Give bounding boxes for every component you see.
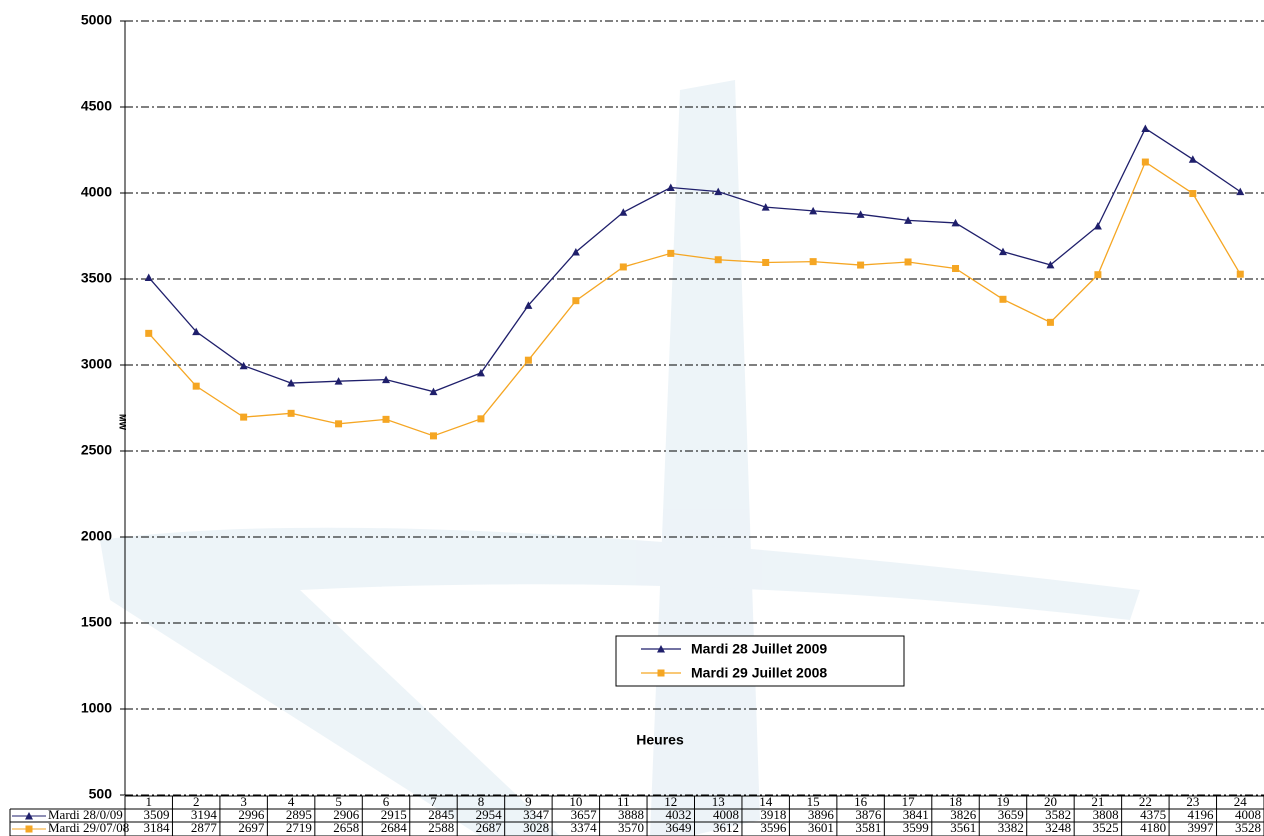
point — [525, 357, 532, 364]
data-label: 3581 — [855, 820, 881, 835]
data-label: 2658 — [333, 820, 359, 835]
data-label: 3612 — [713, 820, 739, 835]
y-tick-label: 4000 — [81, 184, 112, 200]
point — [999, 248, 1007, 256]
legend-marker — [658, 670, 665, 677]
point — [715, 256, 722, 263]
point — [335, 420, 342, 427]
y-tick-label: 500 — [89, 786, 113, 802]
point — [1237, 271, 1244, 278]
point — [145, 273, 153, 281]
point — [999, 296, 1006, 303]
point — [762, 259, 769, 266]
point — [477, 415, 484, 422]
point — [1189, 190, 1196, 197]
data-label: 2877 — [191, 820, 218, 835]
point — [620, 263, 627, 270]
point — [1094, 271, 1101, 278]
data-label: 3374 — [571, 820, 598, 835]
point — [145, 330, 152, 337]
point — [1047, 319, 1054, 326]
data-label: 3525 — [1093, 820, 1119, 835]
data-label: 3570 — [618, 820, 644, 835]
data-label: 3528 — [1235, 820, 1261, 835]
point — [240, 414, 247, 421]
data-label: 2719 — [286, 820, 312, 835]
data-label: 3382 — [998, 820, 1024, 835]
point — [383, 416, 390, 423]
data-label: 3248 — [1045, 820, 1071, 835]
point — [572, 297, 579, 304]
table-legend-marker — [26, 826, 33, 833]
point — [288, 410, 295, 417]
y-axis-title: MW — [118, 414, 128, 430]
point — [619, 208, 627, 216]
y-tick-label: 4500 — [81, 98, 112, 114]
point — [1094, 222, 1102, 230]
data-label: 3561 — [950, 820, 976, 835]
y-tick-label: 3500 — [81, 270, 112, 286]
point — [667, 250, 674, 257]
data-label: 3601 — [808, 820, 834, 835]
point — [1236, 188, 1244, 196]
data-label: 4180 — [1140, 820, 1166, 835]
data-label: 3028 — [523, 820, 549, 835]
data-label: 2684 — [381, 820, 408, 835]
data-label: 2697 — [238, 820, 265, 835]
y-tick-label: 2000 — [81, 528, 112, 544]
point — [810, 258, 817, 265]
x-axis-title: Heures — [636, 732, 684, 748]
chart: Heures MW 500 1000 1500 2000 2500 3000 3500 400… — [0, 0, 1264, 836]
point — [952, 265, 959, 272]
y-tick-label: 1500 — [81, 614, 112, 630]
legend-label: Mardi 29 Juillet 2008 — [691, 665, 827, 681]
data-label: 3599 — [903, 820, 929, 835]
y-tick-label: 2500 — [81, 442, 112, 458]
point — [1142, 159, 1149, 166]
point — [193, 383, 200, 390]
data-label: 3184 — [143, 820, 170, 835]
point — [430, 432, 437, 439]
legend-label: Mardi 28 Juillet 2009 — [691, 641, 827, 657]
data-label: 3596 — [760, 820, 787, 835]
point — [1189, 155, 1197, 163]
data-label: 2588 — [428, 820, 454, 835]
y-tick-label: 3000 — [81, 356, 112, 372]
point — [905, 258, 912, 265]
table-row-label: Mardi 29/07/08 — [48, 820, 129, 835]
data-label: 3997 — [1188, 820, 1215, 835]
point — [857, 262, 864, 269]
data-label: 3649 — [666, 820, 692, 835]
y-tick-label: 5000 — [81, 12, 112, 28]
data-label: 2687 — [476, 820, 503, 835]
point — [1141, 125, 1149, 133]
y-tick-label: 1000 — [81, 700, 112, 716]
